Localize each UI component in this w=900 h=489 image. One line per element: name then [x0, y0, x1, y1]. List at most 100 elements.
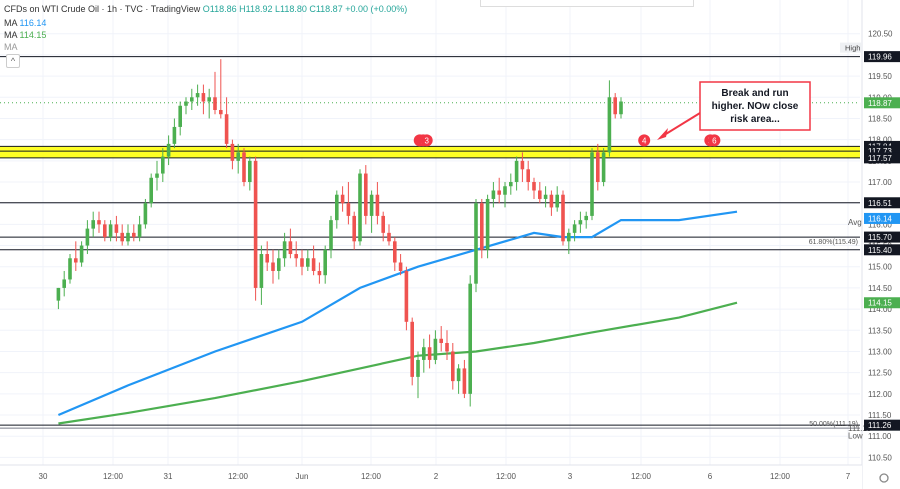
candle-body: [393, 241, 397, 263]
candle-body: [422, 347, 426, 360]
annotation: Break and run higher. NOw close risk area.…: [657, 81, 811, 140]
level-tag: 119.96: [868, 53, 892, 62]
markers: 123456: [413, 134, 721, 147]
candle-body: [613, 97, 617, 115]
grid-lines: [0, 0, 860, 465]
toolbar-stub: [480, 0, 694, 7]
candle-body: [567, 232, 571, 242]
price-tick: 113.00: [868, 347, 892, 356]
price-tick: 119.50: [868, 72, 892, 81]
candle-body: [456, 368, 461, 382]
candle-body: [91, 220, 95, 229]
price-axis[interactable]: 120.50120.00119.50119.00118.50118.00117.…: [840, 0, 900, 489]
candle-body: [178, 105, 182, 127]
candle-body: [74, 258, 78, 263]
time-tick: 31: [164, 472, 173, 481]
candle-body: [288, 241, 293, 255]
price-tick: 120.50: [868, 30, 893, 39]
candle-body: [68, 258, 72, 280]
candle-body: [364, 173, 368, 216]
candle-body: [485, 198, 490, 250]
candle-body: [108, 224, 113, 238]
candle-body: [311, 258, 316, 271]
price-tag-bg: [864, 212, 900, 224]
candle-body: [103, 224, 107, 238]
candle-body: [532, 182, 536, 191]
candle-body: [329, 220, 333, 250]
candle-body: [172, 126, 177, 144]
candle-body: [509, 182, 513, 187]
time-tick: 6: [708, 472, 713, 481]
candle-body: [404, 270, 409, 322]
marker-label: 4: [642, 136, 647, 145]
candle-body: [300, 258, 304, 267]
marker-label: 6: [712, 136, 717, 145]
candle-body: [242, 152, 246, 183]
ma3-label: MA: [4, 42, 18, 52]
candle-body: [462, 368, 467, 394]
candle-body: [340, 194, 345, 204]
level-tag-bg: [864, 231, 900, 243]
candle-body: [607, 97, 612, 153]
chart-header: CFDs on WTI Crude Oil · 1h · TVC · Tradi…: [4, 4, 407, 14]
candle-body: [184, 101, 188, 106]
price-tick: 112.00: [868, 390, 892, 399]
candle-body: [62, 279, 66, 288]
candle-body: [317, 270, 322, 276]
price-tick: 113.50: [868, 326, 892, 335]
candle-body: [369, 194, 374, 216]
ma-slow-line: [58, 301, 738, 425]
candle-body: [451, 351, 455, 382]
time-tick: 30: [39, 472, 48, 481]
candle-body: [352, 215, 356, 242]
candle-body: [497, 190, 501, 195]
candle-body: [97, 220, 101, 225]
candle-body: [166, 143, 171, 157]
candle-body: [265, 254, 269, 263]
marker-label: 3: [424, 136, 429, 145]
candle-body: [236, 152, 240, 161]
symbol-label: CFDs on WTI Crude Oil · 1h · TVC · Tradi…: [4, 4, 201, 14]
time-tick: Jun: [296, 472, 309, 481]
candle-body: [387, 232, 391, 242]
ma1-row[interactable]: MA 116.14: [4, 18, 46, 28]
annotation-text: risk area...: [730, 114, 780, 125]
time-tick: 2: [434, 472, 439, 481]
candle-body: [561, 194, 565, 242]
time-tick: 12:00: [228, 472, 249, 481]
candle-body: [416, 359, 420, 377]
moving-averages: [57, 210, 738, 425]
candle-body: [323, 249, 327, 276]
collapse-chevron-icon[interactable]: ^: [6, 54, 20, 68]
annotation-box: [699, 81, 811, 131]
candle-body: [56, 287, 61, 301]
candle-body: [155, 173, 159, 178]
candle-body: [578, 220, 583, 225]
level-tag-bg: [864, 145, 900, 157]
time-tick: 12:00: [496, 472, 517, 481]
candle-body: [445, 342, 449, 352]
candle-body: [619, 101, 623, 115]
candle-body: [248, 160, 252, 183]
price-tick: 111.50: [868, 411, 892, 420]
price-tick: 111.00: [868, 432, 892, 441]
ma2-row[interactable]: MA 114.15: [4, 30, 46, 40]
candle-body: [584, 215, 588, 221]
price-tick: 112.50: [868, 369, 892, 378]
price-tick: 114.00: [868, 305, 892, 314]
candle-body: [271, 262, 275, 271]
candle-body: [555, 194, 559, 208]
time-tick: 12:00: [361, 472, 382, 481]
candle-body: [190, 97, 194, 102]
candle-body: [538, 190, 542, 199]
candle-body: [230, 143, 235, 161]
time-axis[interactable]: 30 12:00 31 12:00 Jun 12:00 2 12:00 3 12:00 6 12:00…: [0, 464, 889, 489]
candle-body: [427, 347, 432, 360]
candle-body: [335, 194, 339, 221]
time-tick: 12:00: [631, 472, 652, 481]
ma3-row[interactable]: MA: [4, 42, 18, 52]
level-tag-bg: [864, 152, 900, 164]
level-tag: 116.51: [868, 199, 892, 208]
fib-label: 50.00%(111.19): [809, 421, 858, 428]
